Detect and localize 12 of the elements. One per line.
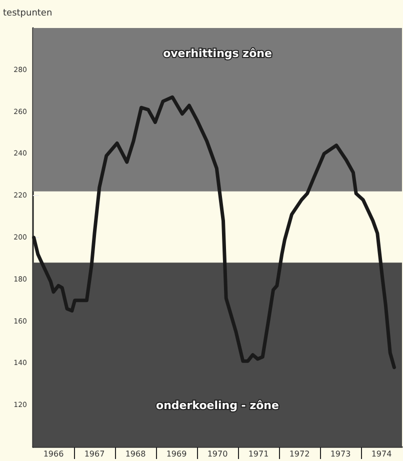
x-tick-label: 1968 [125,450,146,458]
x-tick-label: 1973 [330,450,351,458]
x-tick-label: 1970 [207,450,228,458]
x-tick-label: 1974 [371,450,392,458]
band-label: overhittings zône [163,47,272,60]
band-label: onderkoeling - zône [156,399,279,412]
x-tick-label: 1967 [84,450,105,458]
y-axis-title: testpunten [3,8,52,18]
x-tick-label: 1966 [43,450,64,458]
x-tick-label: 1971 [248,450,269,458]
x-tick-label: 1972 [289,450,310,458]
x-tick-label: 1969 [166,450,187,458]
